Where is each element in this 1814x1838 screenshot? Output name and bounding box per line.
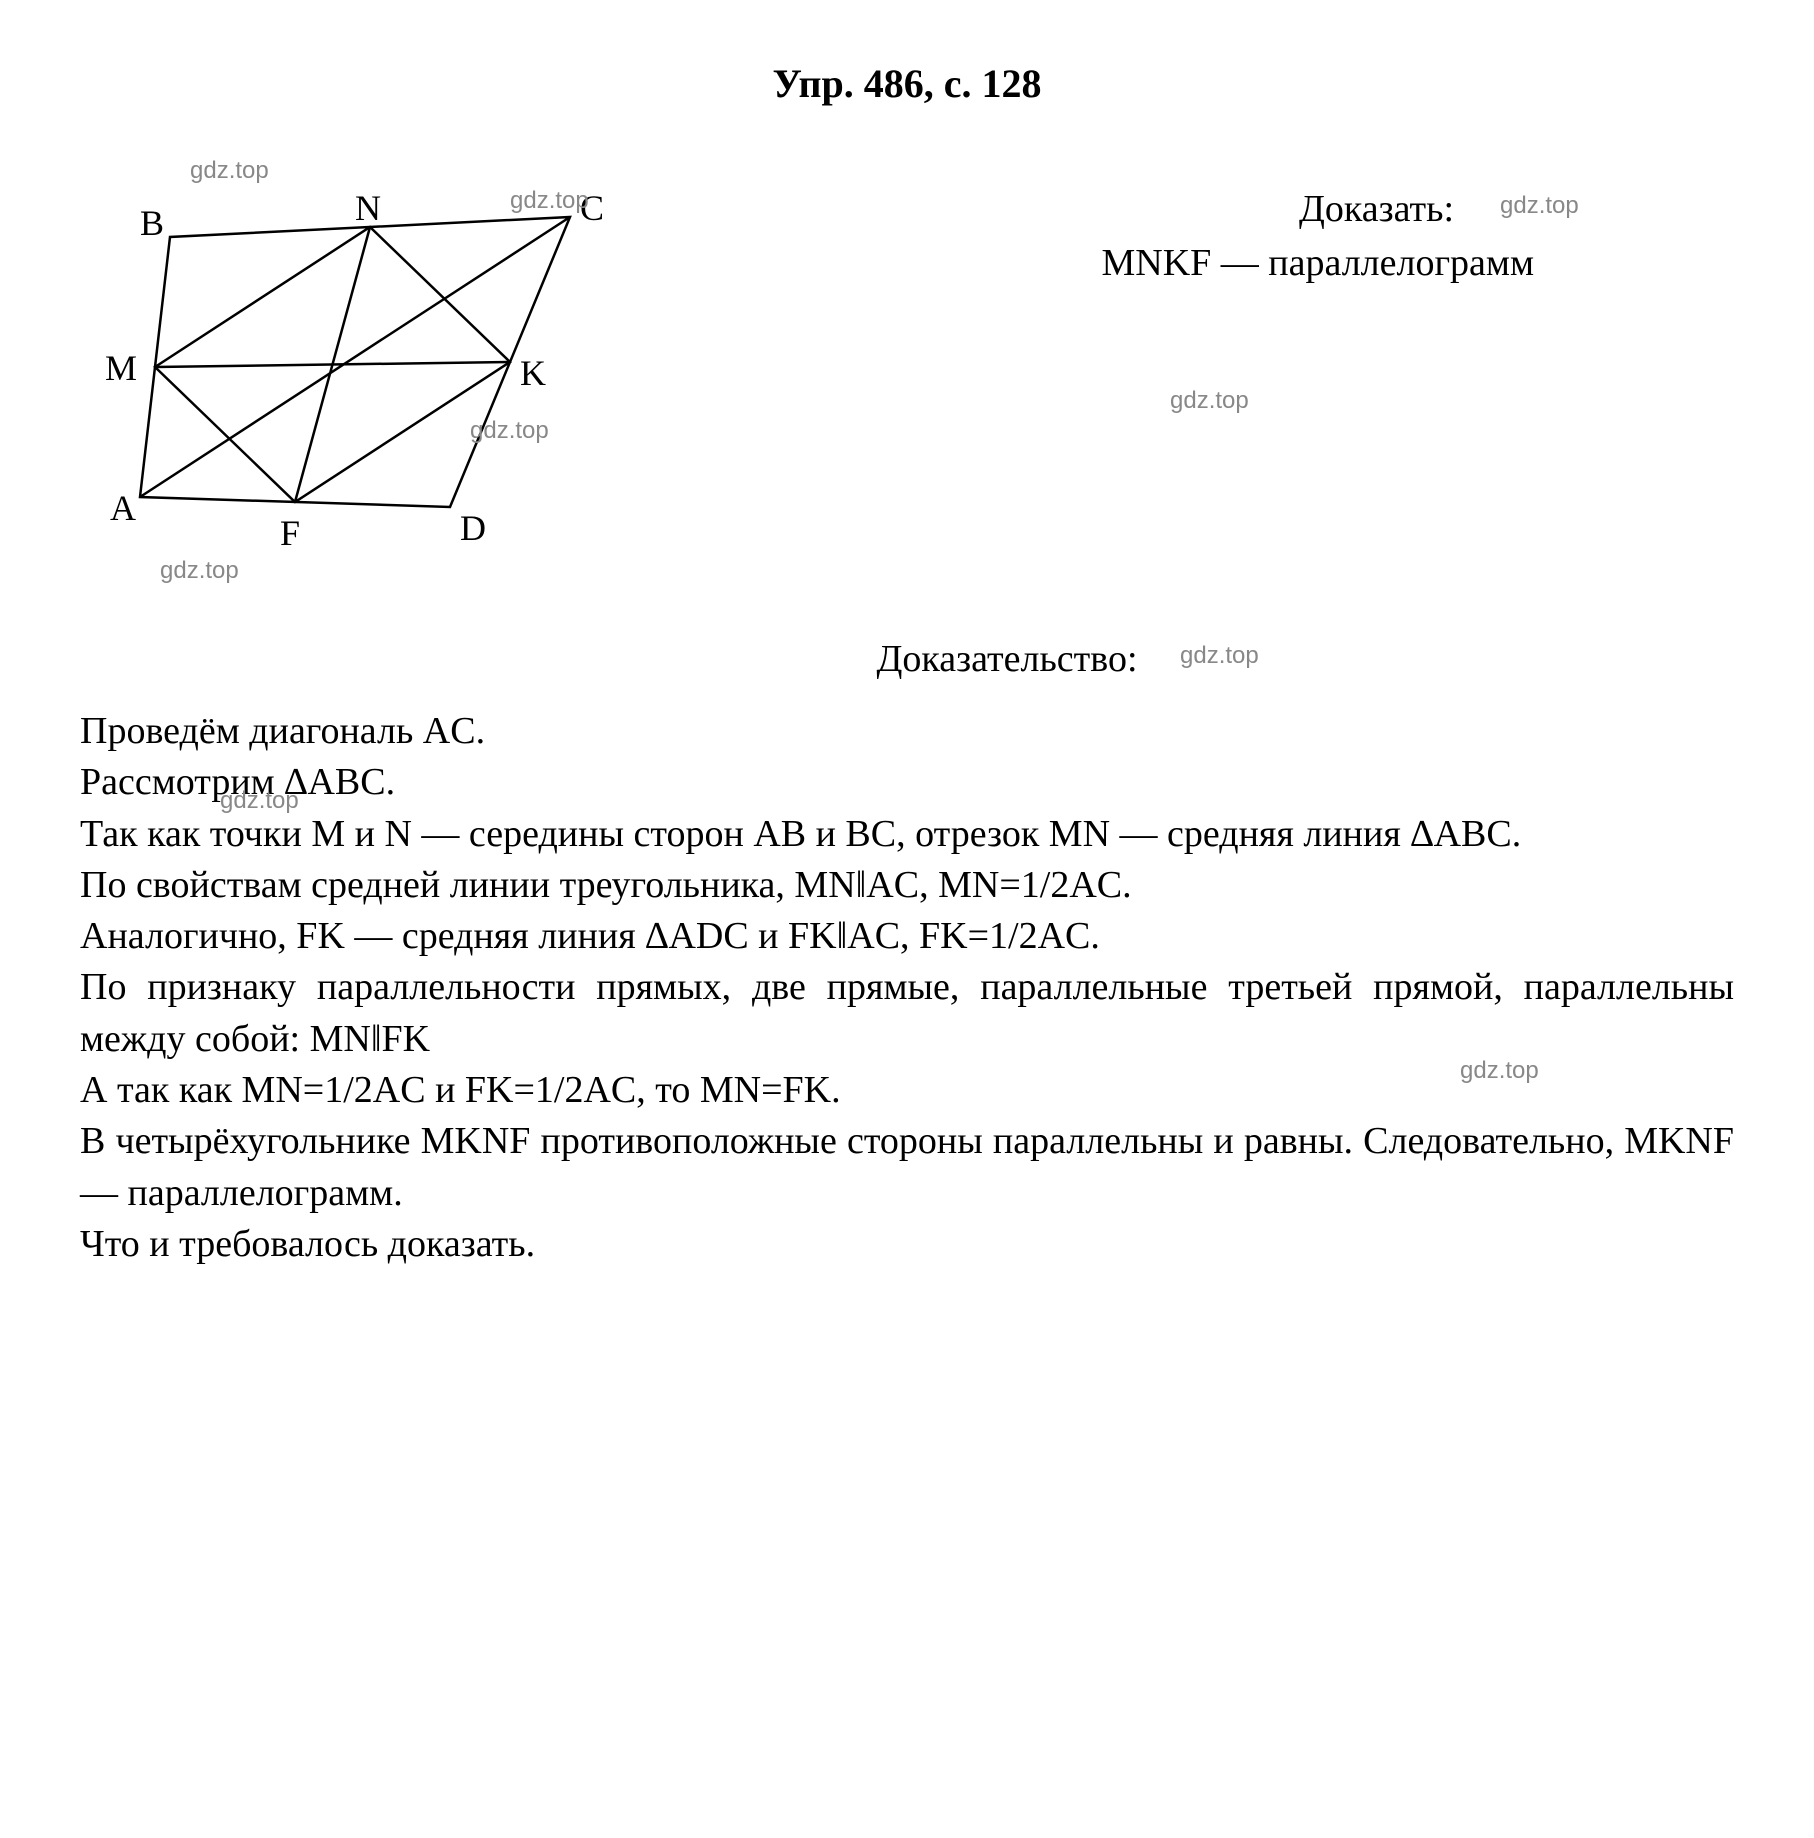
watermark: gdz.top (190, 157, 269, 185)
vertex-label-m: M (105, 347, 137, 389)
vertex-label-b: B (140, 202, 164, 244)
proof-line: Аналогично, FK — средняя линия ∆ADC и FK… (80, 911, 1734, 962)
proof-line: По признаку параллельности прямых, две п… (80, 962, 1734, 1065)
proof-line: Что и требовалось доказать. (80, 1219, 1734, 1270)
figure-container: ABCDMNKF gdz.topgdz.topgdz.topgdz.top (80, 157, 660, 577)
proof-line: Проведём диагональ AC. (80, 706, 1734, 757)
watermark: gdz.top (1500, 192, 1579, 220)
page-title: Упр. 486, с. 128 (80, 60, 1734, 107)
vertex-label-a: A (110, 487, 136, 529)
watermark: gdz.top (1170, 387, 1249, 415)
vertex-label-k: K (520, 352, 546, 394)
watermark: gdz.top (510, 187, 589, 215)
prove-heading: Доказать: (720, 187, 1734, 231)
watermark: gdz.top (160, 557, 239, 585)
prove-statement: MNKF — параллелограмм (720, 241, 1734, 285)
vertex-label-n: N (355, 187, 381, 229)
watermark: gdz.top (1460, 1057, 1539, 1085)
proof-line: В четырёхугольнике MKNF противоположные … (80, 1116, 1734, 1219)
proof-heading: Доказательство: (280, 637, 1734, 681)
top-section: ABCDMNKF gdz.topgdz.topgdz.topgdz.top До… (80, 157, 1734, 577)
watermark: gdz.top (220, 787, 299, 815)
proof-section: Доказательство: Проведём диагональ AC.Ра… (80, 637, 1734, 1270)
vertex-label-f: F (280, 512, 300, 554)
watermark: gdz.top (1180, 642, 1259, 670)
proof-line: Рассмотрим ∆ABC. (80, 757, 1734, 808)
watermark: gdz.top (470, 417, 549, 445)
proof-body: Проведём диагональ AC.Рассмотрим ∆ABC.Та… (80, 706, 1734, 1270)
vertex-label-d: D (460, 507, 486, 549)
proof-line: По свойствам средней линии треугольника,… (80, 860, 1734, 911)
proof-line: Так как точки M и N — середины сторон AB… (80, 809, 1734, 860)
prove-section: Доказать: MNKF — параллелограмм gdz.top g… (720, 157, 1734, 577)
